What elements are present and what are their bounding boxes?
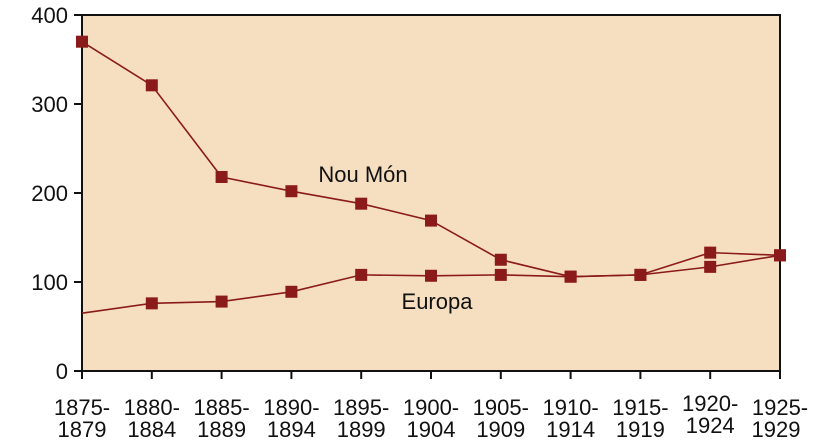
x-tick-label-line: 1889 (197, 417, 246, 441)
x-tick-label: 1890-1894 (263, 395, 319, 441)
x-tick-label-line: 1900- (403, 395, 459, 420)
x-tick-label-line: 1924 (686, 413, 735, 438)
x-tick-label: 1895-1899 (333, 395, 389, 441)
marker (425, 269, 437, 282)
marker (76, 35, 88, 48)
marker (704, 260, 717, 273)
series-label: Europa (402, 289, 474, 314)
x-tick-label-line: 1880- (124, 395, 180, 420)
x-tick-label: 1905-1909 (473, 395, 529, 441)
x-tick-label: 1875-1879 (54, 395, 110, 441)
x-tick-label: 1910-1914 (542, 395, 598, 441)
marker (355, 197, 368, 210)
x-tick-label-line: 1884 (127, 417, 176, 441)
y-tick-label: 0 (56, 359, 68, 384)
marker (215, 170, 228, 183)
x-tick-label-line: 1919 (616, 417, 665, 441)
x-tick-label-line: 1890- (263, 395, 319, 420)
x-tick-label-line: 1920- (682, 391, 738, 416)
marker (704, 246, 717, 259)
series-label: Nou Món (318, 162, 407, 187)
y-tick-label: 200 (31, 181, 68, 206)
x-tick-label: 1885-1889 (193, 395, 249, 441)
x-tick-label-line: 1879 (58, 417, 107, 441)
x-tick-label-line: 1904 (407, 417, 456, 441)
marker (774, 249, 786, 262)
x-tick-label-line: 1885- (193, 395, 249, 420)
marker (145, 297, 158, 310)
marker (564, 270, 577, 283)
x-tick-label-line: 1910- (542, 395, 598, 420)
x-tick-label: 1915-1919 (612, 395, 668, 441)
marker (285, 185, 298, 198)
x-tick-label-line: 1899 (337, 417, 386, 441)
marker (425, 214, 437, 227)
x-tick-label: 1880-1884 (124, 395, 180, 441)
marker (285, 285, 298, 298)
x-tick-label-line: 1905- (473, 395, 529, 420)
marker (494, 268, 507, 281)
x-tick-label-line: 1875- (54, 395, 110, 420)
y-tick-label: 100 (31, 270, 68, 295)
plot-area (81, 14, 781, 372)
x-tick-label-line: 1909 (476, 417, 525, 441)
x-tick-label: 1925-1929 (752, 395, 809, 441)
x-tick-label-line: 1894 (267, 417, 316, 441)
x-tick-label-line: 1915- (612, 395, 668, 420)
marker (494, 253, 507, 266)
marker (215, 295, 228, 308)
x-tick-label: 1900-1904 (403, 395, 459, 441)
y-tick-label: 400 (31, 3, 68, 28)
x-tick-label: 1920-1924 (682, 391, 738, 438)
x-tick-label-line: 1895- (333, 395, 389, 420)
marker (145, 79, 158, 92)
x-tick-label-line: 1929 (752, 417, 801, 441)
x-tick-label-line: 1914 (546, 417, 595, 441)
x-tick-label-line: 1925- (752, 395, 808, 420)
y-tick-label: 300 (31, 92, 68, 117)
marker (634, 268, 647, 281)
marker (355, 268, 368, 281)
